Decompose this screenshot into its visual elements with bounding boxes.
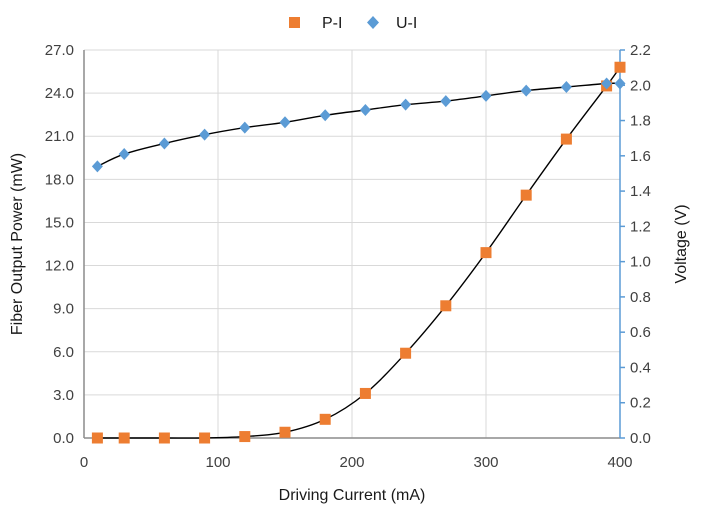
marker-p-i <box>158 432 170 444</box>
legend-marker-p-i <box>289 17 300 28</box>
x-tick-label: 0 <box>80 454 88 471</box>
y2-tick-label: 0.0 <box>630 430 651 447</box>
y2-tick-label: 1.2 <box>630 218 651 235</box>
y2-tick-label: 1.6 <box>630 148 651 165</box>
marker-p-i <box>480 247 492 259</box>
legend-label-p-i: P-I <box>322 15 342 32</box>
marker-p-i <box>400 347 412 359</box>
y2-tick-label: 1.0 <box>630 254 651 271</box>
x-tick-label: 200 <box>339 454 364 471</box>
y2-tick-label: 0.8 <box>630 289 651 306</box>
marker-p-i <box>614 61 626 73</box>
marker-u-i <box>91 160 103 173</box>
y-tick-label: 21.0 <box>45 128 74 145</box>
trendlines <box>97 66 621 439</box>
marker-u-i <box>239 121 251 134</box>
legend-marker-u-i <box>367 16 379 29</box>
y2-tick-label: 1.4 <box>630 183 651 200</box>
y-tick-label: 15.0 <box>45 214 74 231</box>
x-tick-label: 400 <box>607 454 632 471</box>
marker-u-i <box>520 84 532 97</box>
data-markers <box>91 61 626 444</box>
marker-u-i <box>614 77 626 90</box>
y2-tick-label: 2.0 <box>630 77 651 94</box>
marker-u-i <box>199 128 211 141</box>
y2-tick-label: 0.4 <box>630 359 651 376</box>
marker-u-i <box>319 109 331 122</box>
marker-u-i <box>480 89 492 102</box>
marker-u-i <box>440 95 452 108</box>
y-axis-title: Fiber Output Power (mW) <box>9 153 26 335</box>
y2-tick-label: 0.6 <box>630 324 651 341</box>
marker-u-i <box>359 103 371 116</box>
y-tick-label: 27.0 <box>45 42 74 59</box>
y2-tick-label: 0.2 <box>630 395 651 412</box>
marker-p-i <box>91 432 103 444</box>
legend-label-u-i: U-I <box>396 15 417 32</box>
y2-tick-label: 2.2 <box>630 42 651 59</box>
marker-p-i <box>440 300 452 312</box>
x-tick-label: 300 <box>473 454 498 471</box>
marker-p-i <box>239 431 251 443</box>
trendline-u-i <box>97 82 621 168</box>
marker-p-i <box>118 432 130 444</box>
marker-u-i <box>158 137 170 150</box>
x-axis-title: Driving Current (mA) <box>279 487 426 504</box>
marker-u-i <box>601 77 613 90</box>
marker-p-i <box>199 432 211 444</box>
axes <box>83 49 625 439</box>
marker-p-i <box>560 133 572 145</box>
marker-u-i <box>560 81 572 94</box>
marker-p-i <box>520 189 532 201</box>
marker-u-i <box>400 98 412 111</box>
y-tick-label: 3.0 <box>53 387 74 404</box>
marker-u-i <box>118 148 130 161</box>
x-tick-label: 100 <box>205 454 230 471</box>
tick-labels: 0.0 3.0 6.0 9.0 12.0 15.0 18.0 21.0 24.0 27.0 0 100… <box>45 42 651 471</box>
y2-tick-label: 1.8 <box>630 113 651 130</box>
y2-axis-title: Voltage (V) <box>673 204 690 283</box>
trendline-p-i <box>97 66 621 439</box>
legend: P-I U-I <box>289 15 417 32</box>
y-tick-label: 6.0 <box>53 344 74 361</box>
y-tick-label: 18.0 <box>45 171 74 188</box>
marker-p-i <box>319 413 331 425</box>
marker-p-i <box>359 387 371 399</box>
y-tick-label: 24.0 <box>45 85 74 102</box>
y-tick-label: 12.0 <box>45 258 74 275</box>
marker-u-i <box>279 116 291 129</box>
gridlines <box>84 49 621 439</box>
marker-p-i <box>279 426 291 438</box>
y-tick-label: 0.0 <box>53 430 74 447</box>
y-tick-label: 9.0 <box>53 301 74 318</box>
